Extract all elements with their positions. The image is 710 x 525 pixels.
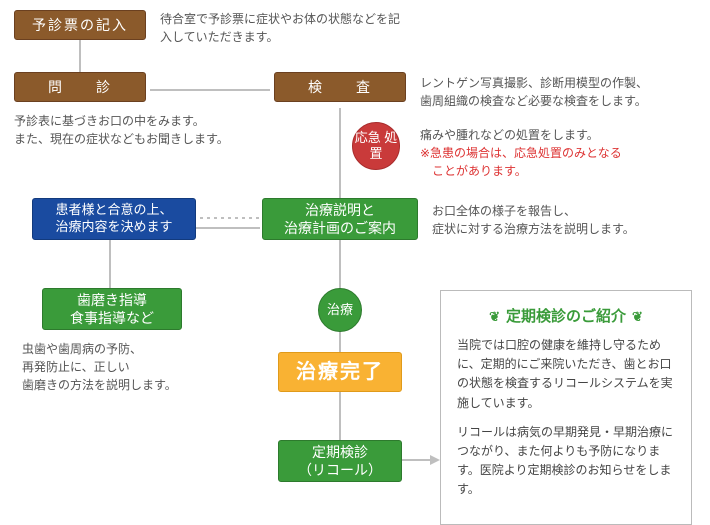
node-label: 患者様と合意の上、 治療内容を決めます [55, 202, 172, 236]
node-kensa: 検 査 [274, 72, 406, 102]
node-label: 応急 処置 [353, 130, 399, 161]
node-label: 治療完了 [296, 359, 384, 385]
infobox-title: ❦定期検診のご紹介❦ [457, 305, 675, 326]
node-kanryo: 治療完了 [278, 352, 402, 392]
node-teiki: 定期検診 （リコール） [278, 440, 402, 482]
desc-okyu-1: 痛みや腫れなどの処置をします。 [420, 128, 599, 142]
node-yoshin: 予診票の記入 [14, 10, 146, 40]
node-monshin: 問 診 [14, 72, 146, 102]
node-label: 問 診 [48, 78, 112, 96]
flowchart-canvas: 予診票の記入 待合室で予診票に症状やお体の状態などを記入していただきます。 問 … [0, 0, 710, 518]
node-label: 検 査 [308, 78, 372, 96]
node-hamigaki: 歯磨き指導 食事指導など [42, 288, 182, 330]
infobox-body-1: 当院では口腔の健康を維持し守るために、定期的にご来院いただき、歯とお口の状態を検… [457, 336, 675, 413]
desc-okyu: 痛みや腫れなどの処置をします。 ※急患の場合は、応急処置のみとなる ことがありま… [420, 126, 700, 180]
desc-yoshin: 待合室で予診票に症状やお体の状態などを記入していただきます。 [160, 10, 400, 46]
node-okyushochi: 応急 処置 [352, 122, 400, 170]
node-label: 治療 [327, 302, 353, 318]
desc-hamigaki: 虫歯や歯周病の予防、 再発防止に、正しい 歯磨きの方法を説明します。 [22, 340, 202, 394]
node-label: 予診票の記入 [32, 16, 128, 34]
desc-kensa: レントゲン写真撮影、診断用模型の作製、 歯周組織の検査など必要な検査をします。 [420, 74, 700, 110]
desc-okyu-2: ※急患の場合は、応急処置のみとなる ことがあります。 [420, 146, 622, 178]
node-goui: 患者様と合意の上、 治療内容を決めます [32, 198, 196, 240]
infobox-title-text: 定期検診のご紹介 [506, 308, 626, 325]
ornament-left-icon: ❦ [483, 309, 506, 324]
infobox-teiki: ❦定期検診のご紹介❦ 当院では口腔の健康を維持し守るために、定期的にご来院いただ… [440, 290, 692, 525]
node-label: 定期検診 （リコール） [298, 443, 382, 479]
desc-setumei: お口全体の様子を報告し、 症状に対する治療方法を説明します。 [432, 202, 692, 238]
desc-monshin: 予診表に基づきお口の中をみます。 また、現在の症状などもお聞きします。 [14, 112, 234, 148]
infobox-body-2: リコールは病気の早期発見・早期治療につながり、また何よりも予防になります。医院よ… [457, 423, 675, 500]
ornament-right-icon: ❦ [626, 309, 649, 324]
node-label: 歯磨き指導 食事指導など [70, 291, 154, 327]
node-label: 治療説明と 治療計画のご案内 [284, 201, 396, 237]
node-chiryo: 治療 [318, 288, 362, 332]
node-setumei: 治療説明と 治療計画のご案内 [262, 198, 418, 240]
